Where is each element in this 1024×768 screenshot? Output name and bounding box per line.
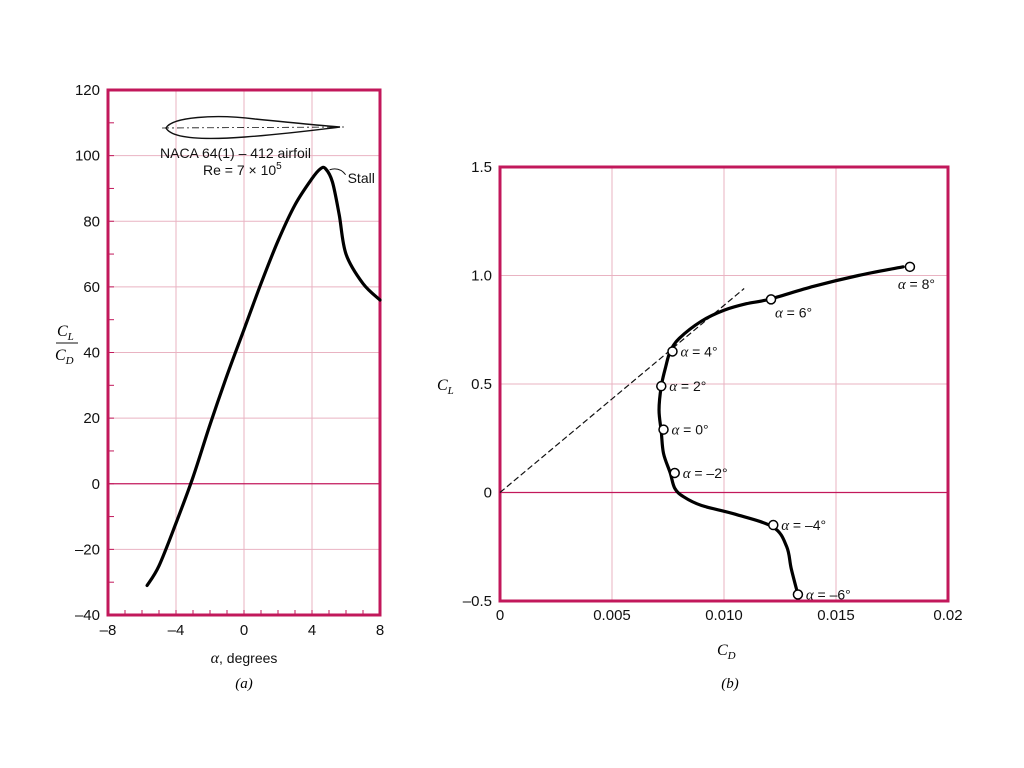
x-tick-label: 8: [376, 622, 384, 639]
y-axis-label: CL: [437, 377, 454, 397]
y-tick-label: 100: [75, 148, 100, 165]
airfoil-icon: [165, 115, 341, 140]
panel-label-a: (a): [235, 676, 253, 692]
airfoil-chord-line: [161, 126, 345, 129]
stall-leader-line: [329, 168, 346, 176]
y-tick-label: 20: [83, 410, 100, 427]
y-axis-label-numerator: CL: [57, 323, 74, 343]
y-tick-label: 0: [92, 476, 100, 493]
stall-annotation: Stall: [348, 170, 375, 186]
y-tick-label: –40: [75, 607, 100, 624]
alpha-marker: [904, 261, 916, 273]
y-axis-label-denominator: CD: [55, 347, 74, 367]
y-tick-label: –0.5: [463, 593, 492, 610]
alpha-marker-label: α = –6°: [806, 586, 851, 603]
alpha-marker-label: α = 4°: [680, 343, 717, 360]
alpha-marker: [658, 424, 669, 435]
y-tick-label: –20: [75, 541, 100, 558]
alpha-marker-label: α = –4°: [781, 517, 826, 534]
x-tick-label: 0.02: [933, 607, 962, 624]
alpha-marker: [667, 346, 678, 357]
x-tick-label: 0.010: [705, 607, 743, 624]
y-tick-label: 0: [484, 485, 492, 502]
y-tick-label: 60: [83, 279, 100, 296]
alpha-marker: [765, 294, 777, 305]
y-tick-label: 80: [83, 213, 100, 230]
reynolds-annotation: Re = 7 × 105: [203, 161, 282, 178]
x-tick-label: 0: [240, 622, 248, 639]
panel-b-drag-polar: 0 0.005 0.010 0.015 0.02–0.500.51.01.5CDCL(b…: [437, 159, 963, 692]
plot-frame: [498, 165, 950, 603]
x-tick-label: 4: [308, 622, 316, 639]
y-tick-label: 1.0: [471, 268, 492, 285]
alpha-marker-label: α = 6°: [775, 304, 812, 321]
alpha-marker: [656, 380, 667, 392]
tangent-line: [499, 288, 745, 493]
airfoil-name-annotation: NACA 64(1) – 412 airfoil: [160, 145, 311, 161]
x-tick-label: 0.005: [593, 607, 631, 624]
plot-frame: [106, 88, 382, 617]
lift-drag-ratio-curve: [145, 165, 382, 588]
alpha-marker-label: α = 0°: [672, 422, 709, 439]
alpha-marker-label: α = 8°: [898, 276, 935, 293]
x-axis-label: CD: [717, 642, 736, 662]
alpha-marker: [792, 589, 804, 600]
x-tick-label: 0.015: [817, 607, 855, 624]
alpha-marker: [669, 467, 680, 479]
drag-polar-curve: [657, 265, 905, 597]
y-tick-label: 0.5: [471, 376, 492, 393]
panel-label-b: (b): [721, 676, 739, 692]
alpha-marker-label: α = 2°: [669, 378, 706, 395]
y-tick-label: 120: [75, 82, 100, 99]
y-tick-label: 40: [83, 345, 100, 362]
alpha-marker-label: α = –2°: [683, 465, 728, 482]
x-tick-label: –8: [100, 622, 117, 639]
x-axis-label: α, degrees: [211, 650, 278, 667]
x-tick-label: 0: [496, 607, 504, 624]
x-tick-label: –4: [168, 622, 185, 639]
alpha-marker: [768, 519, 779, 531]
y-tick-label: 1.5: [471, 159, 492, 176]
